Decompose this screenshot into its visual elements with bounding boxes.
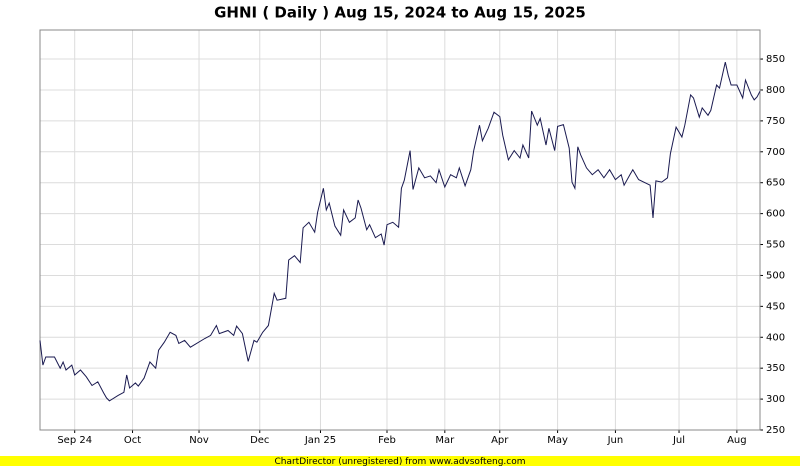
footer-bar	[0, 456, 800, 466]
x-tick-label: May	[547, 435, 568, 446]
footer-text: ChartDirector (unregistered) from www.ad…	[274, 457, 525, 466]
y-tick-label: 750	[766, 116, 785, 127]
y-tick-label: 650	[766, 178, 785, 189]
y-tick-label: 250	[766, 425, 785, 436]
y-tick-label: 300	[766, 394, 785, 405]
x-tick-label: Jan 25	[304, 435, 336, 446]
x-tick-label: Nov	[189, 435, 209, 446]
y-tick-label: 600	[766, 209, 785, 220]
y-tick-label: 500	[766, 270, 785, 281]
x-tick-label: Jun	[607, 435, 624, 446]
y-tick-label: 800	[766, 85, 785, 96]
y-tick-label: 350	[766, 363, 785, 374]
x-tick-label: Sep 24	[57, 435, 92, 446]
x-tick-label: Dec	[250, 435, 269, 446]
y-tick-label: 550	[766, 240, 785, 251]
x-tick-label: Mar	[435, 435, 455, 446]
plot-border	[39, 29, 761, 431]
price-line	[39, 61, 761, 402]
y-tick-label: 700	[766, 147, 785, 158]
x-tick-label: Feb	[378, 435, 396, 446]
x-tick-label: Aug	[727, 435, 747, 446]
y-tick-label: 400	[766, 332, 785, 343]
x-tick-label: Oct	[124, 435, 141, 446]
y-tick-label: 450	[766, 301, 785, 312]
y-tick-label: 850	[766, 54, 785, 65]
chart-title: GHNI ( Daily ) Aug 15, 2024 to Aug 15, 2…	[214, 4, 586, 22]
x-tick-label: Jul	[672, 435, 685, 446]
x-tick-label: Apr	[491, 435, 509, 446]
